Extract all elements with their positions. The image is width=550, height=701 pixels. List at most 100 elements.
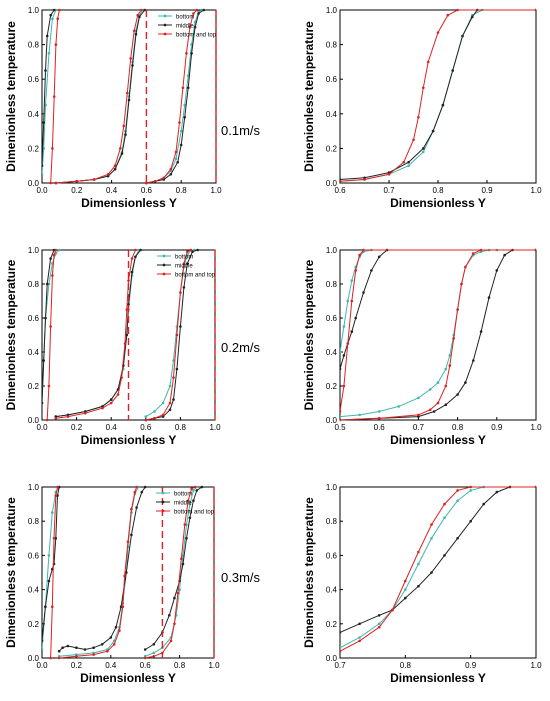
data-point-bottom-and-top	[428, 408, 432, 412]
data-point-middle	[139, 248, 142, 252]
data-point-bottom-and-top	[472, 252, 475, 255]
legend-label: bottom	[175, 255, 193, 261]
y-axis-label: Dimenionless temperature	[302, 21, 316, 172]
data-point-bottom-and-top	[358, 639, 361, 643]
data-point-bottom-and-top	[84, 411, 87, 415]
data-point-bottom-and-top	[126, 91, 129, 95]
data-point-middle	[482, 502, 486, 506]
data-point-bottom	[144, 415, 148, 418]
data-point-bottom-and-top	[448, 364, 452, 367]
data-point-bottom	[47, 52, 51, 55]
data-layer	[42, 485, 204, 660]
x-axis-label: Dimensionless Y	[390, 671, 486, 685]
data-point-bottom-and-top	[92, 178, 96, 181]
data-point-bottom	[444, 367, 448, 371]
data-point-middle	[134, 32, 138, 36]
data-point-bottom	[456, 499, 459, 503]
data-point-middle	[503, 253, 506, 257]
data-point-middle	[168, 408, 172, 412]
legend-label: middle	[174, 501, 192, 507]
x-tick-label: 0.9	[465, 661, 477, 670]
legend-label: bottom and top	[174, 510, 215, 516]
y-tick-label: 0.2	[28, 144, 40, 153]
data-point-bottom-and-top	[129, 57, 132, 60]
data-point-middle	[57, 649, 61, 653]
data-point-middle	[114, 625, 118, 629]
y-tick-label: 0.2	[28, 620, 40, 629]
data-point-bottom-and-top	[377, 417, 381, 420]
data-point-middle	[83, 648, 87, 651]
y-axis-label: Dimenionless temperature	[302, 259, 316, 410]
data-point-middle	[432, 410, 436, 413]
data-point-middle	[109, 636, 113, 639]
data-point-middle	[370, 269, 373, 272]
data-point-bottom-and-top	[57, 656, 61, 660]
y-tick-label: 0.2	[326, 620, 338, 629]
data-point-bottom-and-top	[66, 415, 70, 418]
series-line-middle	[146, 9, 205, 184]
legend-marker	[163, 14, 167, 18]
y-tick-label: 0.2	[28, 382, 40, 391]
data-point-bottom-and-top	[51, 274, 54, 277]
x-tick-label: 0.7	[334, 661, 346, 670]
data-point-bottom-and-top	[56, 485, 59, 489]
x-tick-label: 0.2	[71, 661, 83, 670]
series-line-bottom-and-top	[59, 486, 138, 659]
data-point-middle	[196, 248, 199, 252]
series-line-bottom	[340, 486, 536, 649]
data-point-bottom-and-top	[186, 250, 189, 253]
data-point-bottom-and-top	[153, 417, 156, 420]
plot-frame	[41, 9, 217, 184]
x-tick-label: 1.0	[210, 186, 222, 195]
data-point-bottom	[51, 17, 54, 21]
data-point-bottom-and-top	[172, 376, 175, 379]
data-point-middle	[92, 646, 95, 649]
series-line-middle	[340, 486, 536, 633]
data-point-bottom	[47, 554, 51, 557]
data-point-bottom-and-top	[123, 342, 127, 345]
data-point-bottom-and-top	[460, 282, 463, 286]
data-point-middle	[143, 485, 147, 489]
data-point-bottom	[417, 562, 420, 566]
data-point-bottom-and-top	[469, 485, 473, 489]
x-tick-label: 0.8	[176, 186, 188, 195]
data-point-bottom-and-top	[52, 95, 56, 98]
data-point-bottom-and-top	[145, 181, 148, 185]
legend-marker	[161, 500, 165, 504]
y-tick-label: 0.6	[28, 75, 40, 84]
series-line-bottom	[42, 9, 57, 175]
y-axis-label: Dimenionless temperature	[4, 259, 18, 410]
y-tick-label: 0.4	[28, 348, 40, 357]
legend-marker	[162, 272, 166, 276]
data-point-bottom-and-top	[446, 13, 450, 17]
data-point-bottom	[340, 415, 342, 418]
data-point-bottom-and-top	[340, 418, 342, 422]
data-point-bottom-and-top	[54, 248, 58, 252]
data-point-middle	[358, 622, 361, 626]
x-tick-label: 0.0	[36, 423, 48, 432]
data-point-bottom	[340, 646, 342, 649]
data-point-bottom-and-top	[195, 8, 199, 12]
data-point-bottom-and-top	[116, 393, 120, 396]
data-point-middle	[183, 116, 186, 119]
data-point-middle	[350, 330, 354, 333]
data-point-bottom-and-top	[185, 52, 188, 55]
y-tick-label: 0.0	[326, 654, 338, 663]
data-point-bottom-and-top	[126, 540, 130, 543]
data-point-bottom-and-top	[189, 248, 193, 252]
data-layer	[340, 8, 536, 183]
data-point-bottom	[346, 299, 350, 303]
data-point-bottom-and-top	[113, 164, 117, 167]
y-tick-label: 0.6	[28, 551, 40, 560]
data-point-middle	[195, 489, 199, 492]
data-point-middle	[45, 34, 49, 38]
data-point-bottom-and-top	[534, 8, 536, 12]
data-point-bottom	[179, 129, 183, 133]
data-point-middle	[143, 8, 146, 12]
y-tick-label: 0.0	[28, 179, 40, 188]
data-point-bottom-and-top	[135, 485, 138, 489]
data-point-middle	[54, 537, 58, 540]
data-point-middle	[193, 26, 197, 29]
data-point-bottom-and-top	[120, 376, 123, 379]
data-point-bottom-and-top	[436, 401, 440, 405]
